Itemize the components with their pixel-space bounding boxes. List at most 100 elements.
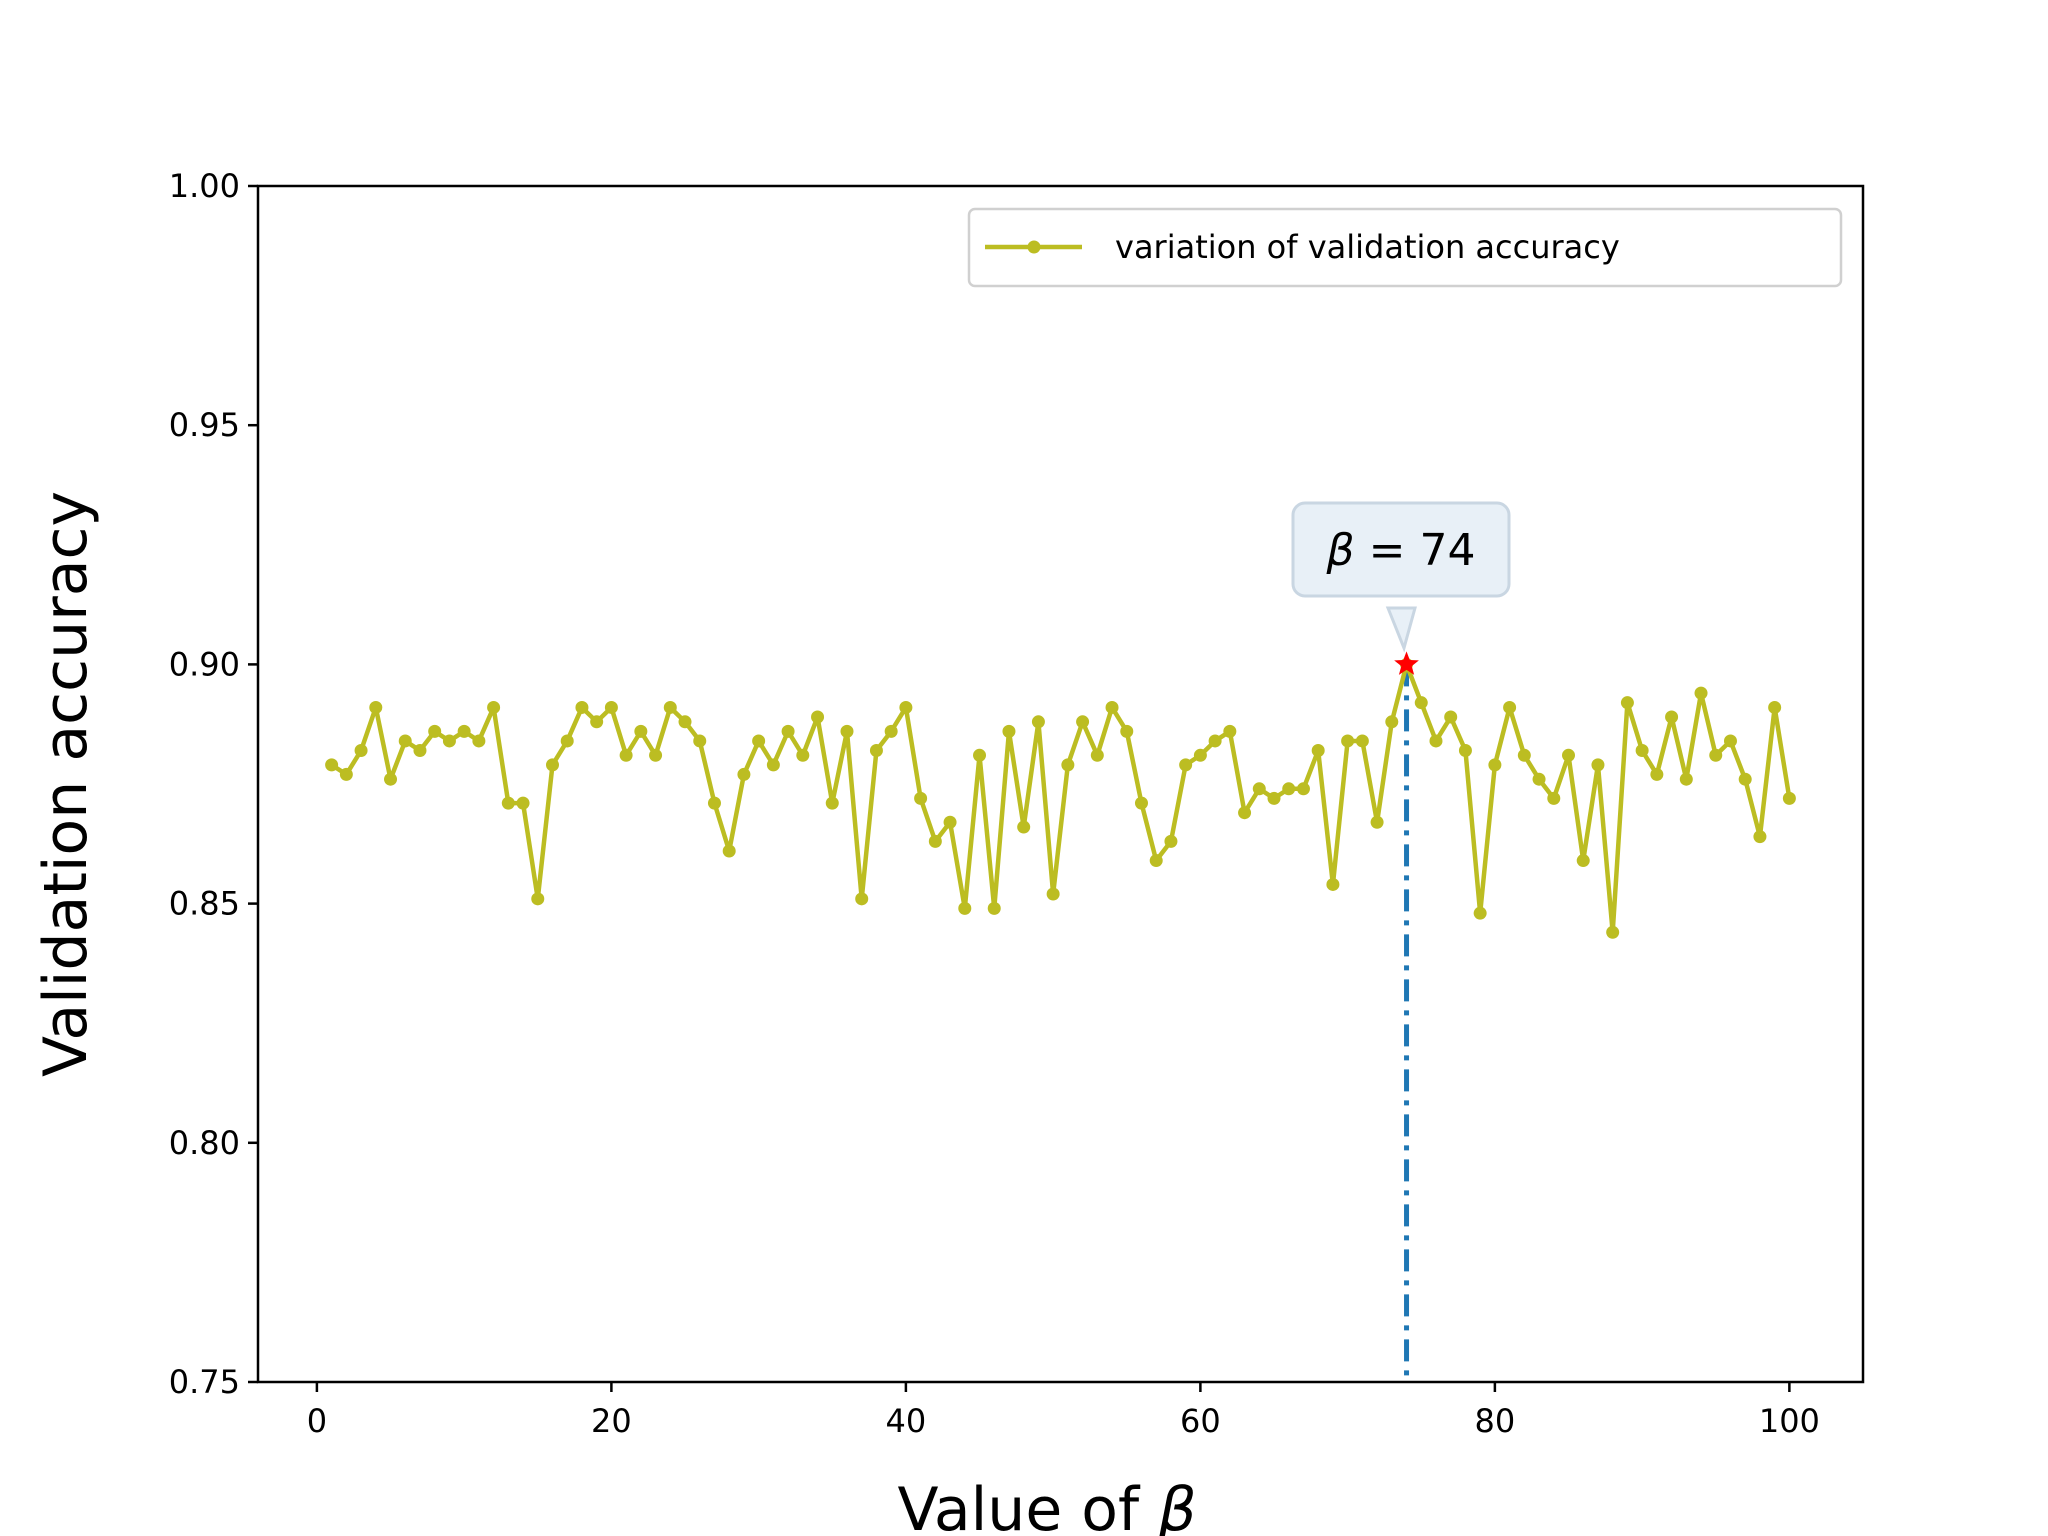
y-tick-label: 0.75 bbox=[169, 1363, 240, 1401]
data-point bbox=[1223, 724, 1237, 738]
x-axis-title: Value of β bbox=[897, 1475, 1196, 1536]
data-point bbox=[1149, 854, 1163, 868]
data-point bbox=[884, 724, 898, 738]
data-point bbox=[1164, 834, 1178, 848]
data-point bbox=[1046, 887, 1060, 901]
data-point bbox=[1370, 815, 1384, 829]
legend: variation of validation accuracy bbox=[967, 207, 1843, 288]
data-point bbox=[501, 796, 515, 810]
y-axis: 0.75 0.80 0.85 0.90 0.95 1.00 bbox=[169, 167, 258, 1401]
data-point bbox=[1782, 791, 1796, 805]
data-point bbox=[987, 901, 1001, 915]
data-point bbox=[973, 748, 987, 762]
data-point bbox=[928, 834, 942, 848]
data-point bbox=[1679, 772, 1693, 786]
data-point bbox=[1753, 830, 1767, 844]
data-point bbox=[1488, 758, 1502, 772]
data-point bbox=[1076, 715, 1090, 729]
data-point bbox=[781, 724, 795, 738]
data-point bbox=[737, 767, 751, 781]
data-point bbox=[590, 715, 604, 729]
data-point bbox=[1385, 715, 1399, 729]
data-point bbox=[619, 748, 633, 762]
data-point bbox=[339, 767, 353, 781]
x-tick-label: 0 bbox=[307, 1402, 327, 1440]
data-point bbox=[531, 892, 545, 906]
series-points bbox=[325, 657, 1796, 939]
annotation-value: = 74 bbox=[1355, 525, 1476, 576]
data-point bbox=[1547, 791, 1561, 805]
data-point bbox=[958, 901, 972, 915]
data-point bbox=[1282, 782, 1296, 796]
x-tick-label: 100 bbox=[1759, 1402, 1820, 1440]
data-point bbox=[1326, 877, 1340, 891]
legend-marker bbox=[1027, 240, 1041, 254]
data-point bbox=[325, 758, 339, 772]
legend-box bbox=[967, 207, 1843, 288]
data-point bbox=[487, 700, 501, 714]
data-point bbox=[634, 724, 648, 738]
y-tick-label: 0.85 bbox=[169, 885, 240, 923]
data-point bbox=[1591, 758, 1605, 772]
data-point bbox=[752, 734, 766, 748]
data-point bbox=[855, 892, 869, 906]
annotation-callout: β = 74 bbox=[1291, 501, 1511, 653]
data-point bbox=[1017, 820, 1031, 834]
data-point bbox=[1134, 796, 1148, 810]
data-point bbox=[1355, 734, 1369, 748]
data-point bbox=[354, 744, 368, 758]
data-point bbox=[442, 734, 456, 748]
data-point bbox=[1208, 734, 1222, 748]
data-point bbox=[413, 744, 427, 758]
y-tick-label: 0.80 bbox=[169, 1124, 240, 1162]
data-point bbox=[1090, 748, 1104, 762]
data-point bbox=[678, 715, 692, 729]
annotation-box bbox=[1291, 501, 1511, 598]
data-point bbox=[575, 700, 589, 714]
data-point bbox=[1517, 748, 1531, 762]
x-axis: 0 20 40 60 80 100 bbox=[307, 1382, 1820, 1440]
data-point bbox=[1709, 748, 1723, 762]
data-point bbox=[825, 796, 839, 810]
data-point bbox=[1002, 724, 1016, 738]
y-axis-title: Validation accuracy bbox=[31, 491, 101, 1077]
annotation-label: β = 74 bbox=[1326, 525, 1476, 576]
data-point bbox=[1606, 925, 1620, 939]
data-point bbox=[1738, 772, 1752, 786]
data-point bbox=[869, 744, 883, 758]
data-point bbox=[796, 748, 810, 762]
data-point bbox=[1473, 906, 1487, 920]
data-point bbox=[516, 796, 530, 810]
data-point bbox=[545, 758, 559, 772]
data-point bbox=[560, 734, 574, 748]
data-point bbox=[914, 791, 928, 805]
data-point bbox=[369, 700, 383, 714]
annotation-pointer bbox=[1385, 606, 1417, 653]
data-point bbox=[1665, 710, 1679, 724]
data-point bbox=[457, 724, 471, 738]
data-point bbox=[1635, 744, 1649, 758]
data-point bbox=[943, 815, 957, 829]
x-tick-label: 80 bbox=[1475, 1402, 1516, 1440]
data-point bbox=[604, 700, 618, 714]
data-point bbox=[1723, 734, 1737, 748]
best-point-star bbox=[1394, 651, 1419, 675]
data-point bbox=[649, 748, 663, 762]
series-line bbox=[330, 662, 1792, 935]
data-point bbox=[1429, 734, 1443, 748]
data-point bbox=[1694, 686, 1708, 700]
x-axis-title-symbol: β bbox=[1157, 1475, 1196, 1536]
data-point bbox=[707, 796, 721, 810]
data-point bbox=[1061, 758, 1075, 772]
data-point bbox=[1576, 854, 1590, 868]
data-point bbox=[1120, 724, 1134, 738]
data-point bbox=[428, 724, 442, 738]
data-point bbox=[1650, 767, 1664, 781]
data-point bbox=[693, 734, 707, 748]
data-point bbox=[1503, 700, 1517, 714]
annotation-symbol: β bbox=[1326, 525, 1355, 576]
data-point bbox=[1252, 782, 1266, 796]
data-point bbox=[766, 758, 780, 772]
data-point bbox=[663, 700, 677, 714]
